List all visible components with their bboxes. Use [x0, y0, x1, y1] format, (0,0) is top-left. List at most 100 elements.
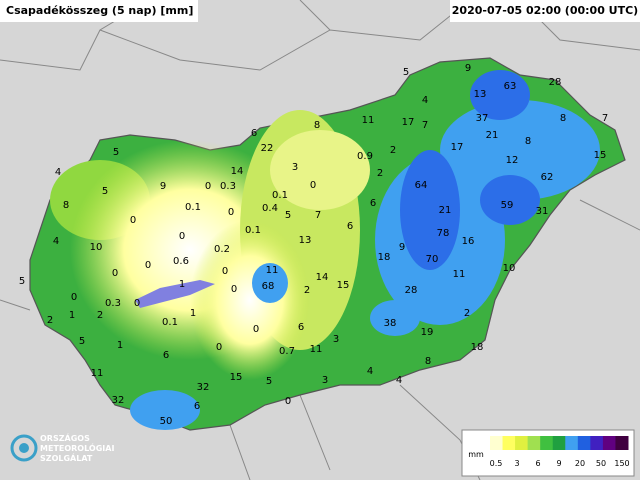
station-value: 0: [228, 207, 234, 218]
station-value: 2: [377, 168, 383, 179]
station-value: 50: [160, 416, 173, 427]
station-value: 7: [422, 120, 428, 131]
legend: mm 0.5 3 6 9 20 50 150: [461, 429, 635, 477]
station-value: 28: [549, 77, 562, 88]
station-value: 37: [476, 113, 489, 124]
legend-swatch: [590, 436, 604, 450]
station-value: 21: [486, 130, 499, 141]
station-value: 32: [197, 382, 210, 393]
station-value: 6: [298, 322, 304, 333]
station-value: 16: [462, 236, 475, 247]
station-value: 0.1: [162, 317, 178, 328]
legend-swatch: [615, 436, 629, 450]
station-value: 1: [69, 310, 75, 321]
station-value: 0: [71, 292, 77, 303]
station-value: 11: [266, 265, 279, 276]
station-value: 9: [465, 63, 471, 74]
station-value: 13: [474, 89, 487, 100]
station-value: 22: [261, 143, 274, 154]
station-value: 5: [266, 376, 272, 387]
station-value: 0.4: [262, 203, 278, 214]
legend-swatch: [577, 436, 591, 450]
station-value: 0.3: [220, 181, 236, 192]
lake: [135, 280, 215, 308]
legend-swatch: [552, 436, 566, 450]
station-value: 13: [299, 235, 312, 246]
legend-label: 6: [535, 459, 540, 468]
station-value: 8: [63, 200, 69, 211]
station-value: 68: [262, 281, 275, 292]
station-value: 15: [230, 372, 243, 383]
station-value: 14: [231, 166, 244, 177]
station-value: 4: [367, 366, 373, 377]
station-value: 0: [216, 342, 222, 353]
station-value: 6: [370, 198, 376, 209]
station-value: 0: [179, 231, 185, 242]
station-value: 2: [47, 315, 53, 326]
station-value: 2: [464, 308, 470, 319]
station-value: 0: [253, 324, 259, 335]
station-value: 8: [525, 136, 531, 147]
logo-text: METEOROLÓGIAI: [40, 442, 114, 453]
station-value: 11: [91, 368, 104, 379]
legend-swatch: [565, 436, 579, 450]
station-value: 0: [205, 181, 211, 192]
station-value: 0.7: [279, 346, 295, 357]
station-value: 14: [316, 272, 329, 283]
legend-swatch: [602, 436, 616, 450]
station-value: 38: [384, 318, 397, 329]
station-value: 4: [55, 167, 61, 178]
legend-label: 20: [575, 459, 585, 468]
station-value: 0.1: [245, 225, 261, 236]
station-value: 1: [179, 279, 185, 290]
timestamp: 2020-07-05 02:00 (00:00 UTC): [452, 4, 638, 17]
station-value: 17: [402, 117, 415, 128]
title-box: [0, 0, 198, 22]
station-value: 32: [112, 395, 125, 406]
legend-swatch: [502, 436, 516, 450]
legend-swatch: [540, 436, 554, 450]
station-value: 10: [503, 263, 516, 274]
station-value: 21: [439, 205, 452, 216]
station-value: 31: [536, 206, 549, 217]
station-value: 17: [451, 142, 464, 153]
station-value: 1: [190, 308, 196, 319]
station-value: 0: [134, 298, 140, 309]
station-value: 12: [506, 155, 519, 166]
station-value: 7: [602, 113, 608, 124]
station-value: 0: [285, 396, 291, 407]
station-value: 0.1: [185, 202, 201, 213]
station-value: 0: [130, 215, 136, 226]
precip-fields: [50, 70, 600, 430]
station-value: 4: [422, 95, 428, 106]
station-value: 4: [53, 236, 59, 247]
logo-icon: [10, 434, 38, 462]
legend-label: 3: [514, 459, 519, 468]
station-value: 0.2: [214, 244, 230, 255]
station-value: 3: [333, 334, 339, 345]
legend-unit: mm: [468, 450, 484, 459]
legend-swatch: [490, 436, 504, 450]
station-value: 62: [541, 172, 554, 183]
station-value: 2: [390, 145, 396, 156]
legend-swatch: [527, 436, 541, 450]
station-value: 0.1: [272, 190, 288, 201]
logo-icon: [19, 443, 29, 453]
station-value: 5: [403, 67, 409, 78]
legend-label: 50: [596, 459, 606, 468]
station-value: 0.3: [105, 298, 121, 309]
station-value: 5: [79, 336, 85, 347]
station-value: 0: [145, 260, 151, 271]
station-value: 0.9: [357, 151, 373, 162]
station-value: 11: [362, 115, 375, 126]
station-value: 3: [292, 162, 298, 173]
legend-label: 150: [614, 459, 629, 468]
station-value: 70: [426, 254, 439, 265]
station-value: 3: [322, 375, 328, 386]
title: Csapadékösszeg (5 nap) [mm]: [6, 4, 193, 17]
station-value: 6: [347, 221, 353, 232]
station-value: 0: [112, 268, 118, 279]
